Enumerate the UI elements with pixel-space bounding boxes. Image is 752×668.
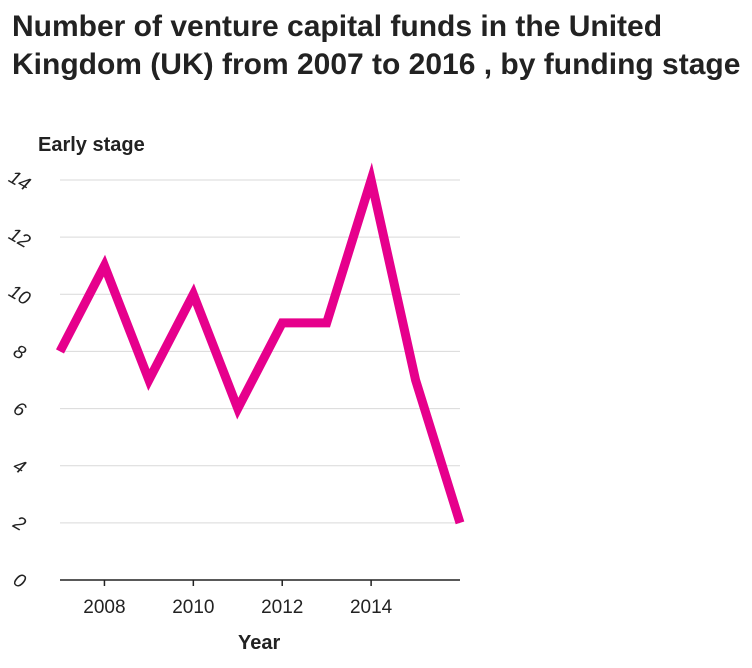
x-tick-label-2010: 2010 bbox=[172, 597, 214, 618]
x-tick-label-2014: 2014 bbox=[350, 597, 393, 618]
y-tick-label-4: 4 bbox=[9, 455, 29, 478]
series-layer bbox=[56, 162, 465, 525]
gridlines bbox=[60, 179, 460, 524]
series-line-0 bbox=[56, 162, 465, 525]
y-axis-label: Early stage bbox=[38, 134, 145, 156]
x-tick-label-2012: 2012 bbox=[261, 597, 303, 618]
y-tick-label-10: 10 bbox=[5, 281, 34, 310]
x-axis-label: Year bbox=[238, 632, 281, 654]
chart-title: Number of venture capital funds in the U… bbox=[12, 10, 741, 81]
x-tick-label-2008: 2008 bbox=[83, 597, 125, 618]
y-tick-label-2: 2 bbox=[9, 512, 30, 536]
y-tick-label-12: 12 bbox=[5, 224, 34, 253]
y-tick-label-6: 6 bbox=[9, 398, 29, 422]
x-axis: 2008 2010 2012 2014 bbox=[60, 579, 460, 618]
y-tick-label-0: 0 bbox=[9, 570, 29, 594]
y-tick-labels: 0 2 4 6 8 10 12 14 bbox=[5, 167, 34, 593]
y-tick-label-14: 14 bbox=[5, 167, 34, 196]
y-tick-label-8: 8 bbox=[9, 341, 29, 365]
